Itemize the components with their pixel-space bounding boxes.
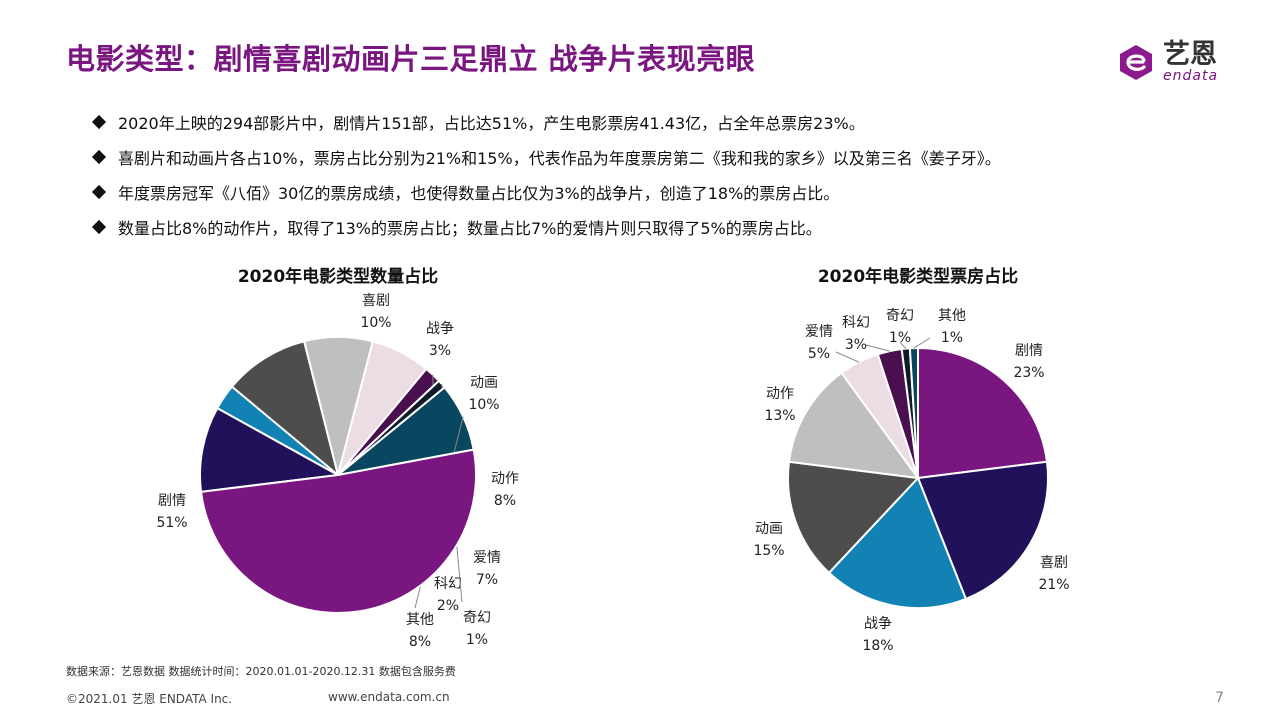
slice-value-label: 13% [764,408,795,424]
slice-name-label: 剧情 [158,493,186,509]
slice-name-label: 战争 [426,321,454,337]
slice-value-label: 18% [862,638,893,654]
copyright: ©2021.01 艺恩 ENDATA Inc. [66,692,233,706]
bullet-item: 年度票房冠军《八佰》30亿的票房成绩，也使得数量占比仅为3%的战争片，创造了18… [90,174,1260,209]
slice-name-label: 爱情 [473,550,501,566]
slice-value-label: 51% [156,515,187,531]
page-title: 电影类型：剧情喜剧动画片三足鼎立 战争片表现亮眼 [66,42,756,76]
bullet-text: 2020年上映的294部影片中，剧情片151部，占比达51%，产生电影票房41.… [118,113,865,133]
bullet-text: 喜剧片和动画片各占10%，票房占比分别为21%和15%，代表作品为年度票房第二《… [118,148,1001,168]
slice-name-label: 动画 [755,521,783,537]
leader-line [865,344,890,352]
slice-name-label: 喜剧 [1040,555,1068,571]
slice-value-label: 1% [941,330,963,346]
slice-name-label: 奇幻 [463,609,491,626]
slice-name-label: 科幻 [434,576,462,592]
slice-value-label: 7% [476,572,498,588]
pie-slice-喜剧 [199,406,342,493]
pie-slice-剧情 [917,346,1049,480]
pie-slice-动画 [787,460,921,575]
slice-value-label: 1% [889,330,911,346]
slice-name-label: 动作 [491,471,519,487]
slice-value-label: 3% [429,343,451,359]
endata-logo: 艺恩 endata [1113,30,1243,86]
slice-name-label: 剧情 [1015,343,1043,359]
slice-name-label: 喜剧 [362,293,390,309]
slice-value-label: 1% [466,632,488,648]
pie-chart-2: 剧情 23% 喜剧 21% 战争 18% 动画 15% 动作 13% 爱情 5% 科幻 3% 奇幻 1% 其他 1… [753,307,1069,654]
slice-value-label: 2% [437,598,459,614]
slice-name-label: 其他 [938,308,966,324]
data-source-note: 数据来源：艺恩数据 数据统计时间：2020.01.01-2020.12.31 数… [66,665,456,678]
slice-value-label: 10% [468,397,499,413]
bullet-list: 2020年上映的294部影片中，剧情片151部，占比达51%，产生电影票房41.… [90,104,1260,244]
bullet-item: 2020年上映的294部影片中，剧情片151部，占比达51%，产生电影票房41.… [90,104,1260,139]
page-number: 7 [1215,690,1224,706]
logo-text-cn: 艺恩 [1163,39,1217,70]
leader-line [835,351,860,363]
leader-line [899,341,907,349]
slice-value-label: 21% [1038,577,1069,593]
website: www.endata.com.cn [328,690,450,704]
logo-text-en: endata [1163,68,1219,84]
slice-value-label: 8% [494,493,516,509]
slice-value-label: 8% [409,634,431,650]
slice-name-label: 科幻 [842,315,870,331]
slice-value-label: 23% [1013,365,1044,381]
leader-line [913,337,931,349]
slice-name-label: 奇幻 [886,307,914,324]
chart-title-boxoffice: 2020年电影类型票房占比 [817,267,1019,287]
bullet-item: 数量占比8%的动作片，取得了13%的票房占比；数量占比7%的爱情片则只取得了5%… [90,209,1260,244]
pie-slice-喜剧 [916,460,1049,601]
endata-logo-icon [1120,45,1152,80]
pie-slice-战争 [827,476,968,609]
slice-name-label: 动画 [470,375,498,391]
pie-slice-动画 [230,340,340,478]
chart-title-count: 2020年电影类型数量占比 [237,267,439,287]
bullet-item: 喜剧片和动画片各占10%，票房占比分别为21%和15%，代表作品为年度票房第二《… [90,139,1260,174]
pie-slice-动作 [787,371,921,480]
slice-name-label: 动作 [766,386,794,402]
pie-chart-1: 喜剧 10% 战争 3% 动画 10% 动作 8% 爱情 7% 科幻 2%奇幻 1% 其他 8% 剧情 51% [156,293,519,650]
slice-name-label: 其他 [406,612,434,628]
slice-name-label: 爱情 [805,324,833,340]
slice-name-label: 战争 [864,616,892,632]
pie-slice-剧情 [199,448,477,614]
slice-value-label: 5% [808,346,830,362]
slice-value-label: 15% [753,543,784,559]
slice-value-label: 10% [360,315,391,331]
bullet-text: 年度票房冠军《八佰》30亿的票房成绩，也使得数量占比仅为3%的战争片，创造了18… [118,183,840,203]
slice-value-label: 3% [845,337,867,353]
bullet-text: 数量占比8%的动作片，取得了13%的票房占比；数量占比7%的爱情片则只取得了5%… [118,218,822,238]
